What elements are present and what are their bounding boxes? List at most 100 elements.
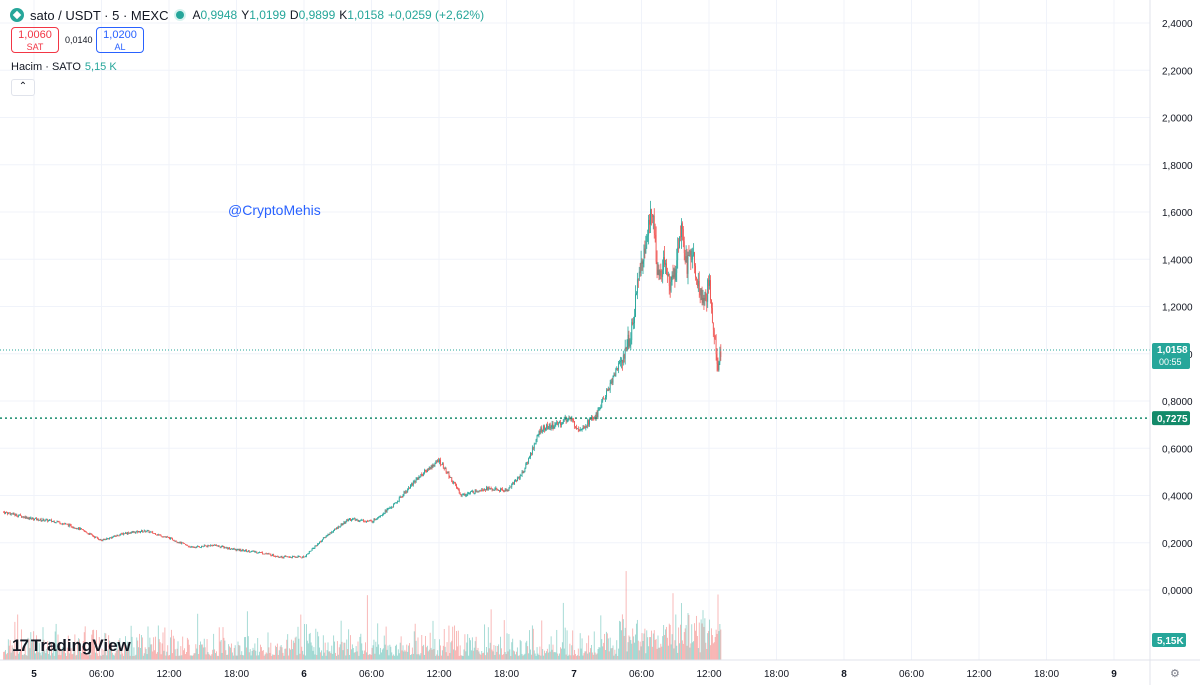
volume-bar [10,652,12,660]
volume-bar [590,644,592,660]
candle-body [134,531,136,534]
volume-bar [699,652,701,660]
symbol-title[interactable]: sato / USDT · 5 · MEXC [30,7,169,23]
volume-bar [486,652,488,660]
volume-bar [640,646,642,660]
volume-bar [488,648,490,660]
candle-body [139,531,140,533]
candle-body [578,429,580,432]
volume-bar [216,655,218,660]
chevron-up-icon[interactable]: ⌃ [11,79,35,96]
candle-body [235,549,237,551]
volume-bar [219,641,221,660]
candle-body [644,248,646,254]
candle-body [625,348,627,350]
candle-body [476,491,478,493]
tradingview-logo[interactable]: 17 TradingView [12,636,131,656]
candle-body [431,465,433,468]
candle-body [101,540,103,542]
candle-body [676,260,678,273]
volume-bar [493,645,495,660]
volume-bar [335,652,336,660]
candle-body [632,322,634,325]
candle-body [82,529,84,531]
volume-bar [410,655,411,660]
volume-bar [359,636,361,660]
volume-bar [276,643,278,660]
candle-body [212,545,214,546]
volume-bar [52,643,54,660]
candle-body [627,334,629,348]
volume-bar [148,647,150,660]
volume-bar [153,637,155,660]
candle-body [540,427,542,433]
volume-bar [572,630,574,660]
volume-bar [400,636,402,660]
sell-button[interactable]: 1,0060 SAT [11,27,59,53]
volume-bar [670,644,672,660]
candle-body [224,547,226,549]
candle-body [376,518,378,520]
volume-bar [350,649,352,660]
volume-bar [296,655,298,660]
candle-body [170,537,171,540]
volume-bar [350,635,351,660]
candle-body [204,545,206,547]
candle-body [501,488,503,491]
volume-bar [179,655,181,660]
volume-bar [645,653,647,660]
volume-bar [122,653,124,660]
candle-body [507,490,509,492]
candle-body [273,554,275,556]
x-tick-label: 12:00 [966,669,991,680]
volume-bar [468,655,470,660]
candle-body [394,502,395,505]
volume-bar [21,654,23,660]
candle-body [57,521,59,523]
candle-body [433,465,435,466]
candle-body [306,553,308,555]
volume-bar [716,633,718,660]
candle-body [364,521,365,523]
volume-bar [436,654,438,660]
candle-body [194,547,196,549]
candle-body [416,478,418,480]
candle-body [146,530,148,532]
volume-bar [701,623,703,660]
candle-body [541,427,543,432]
volume-legend[interactable]: Hacim · SATO 5,15 K [11,61,117,73]
volume-bar [301,646,303,660]
volume-legend-value: 5,15 K [84,61,117,73]
volume-bar [67,635,69,660]
volume-bar [684,628,686,660]
candle-body [561,423,562,425]
volume-bar [641,633,643,660]
volume-bar [644,628,646,660]
volume-bar [537,653,539,660]
candle-body [491,488,493,490]
candle-body [284,556,286,557]
candle-body [112,536,114,538]
buy-button[interactable]: 1,0200 AL [96,27,144,53]
candle-body [287,556,289,558]
candle-body [504,489,506,492]
buy-price: 1,0200 [103,29,137,41]
candle-body [314,546,316,549]
volume-bar [24,646,26,660]
candle-body [407,488,409,492]
volume-bar [140,647,141,660]
volume-bar [313,647,315,660]
volume-bar [614,649,616,660]
volume-bar [692,642,694,660]
volume-bar [637,640,639,660]
gear-icon[interactable]: ⚙ [1170,668,1180,680]
x-tick-label: 06:00 [89,669,114,680]
volume-bar [290,639,292,660]
volume-bar [558,655,560,660]
volume-bar [648,646,650,660]
candle-body [716,354,718,364]
volume-bar [434,638,436,660]
candle-body [238,549,240,551]
volume-bar [469,637,471,660]
